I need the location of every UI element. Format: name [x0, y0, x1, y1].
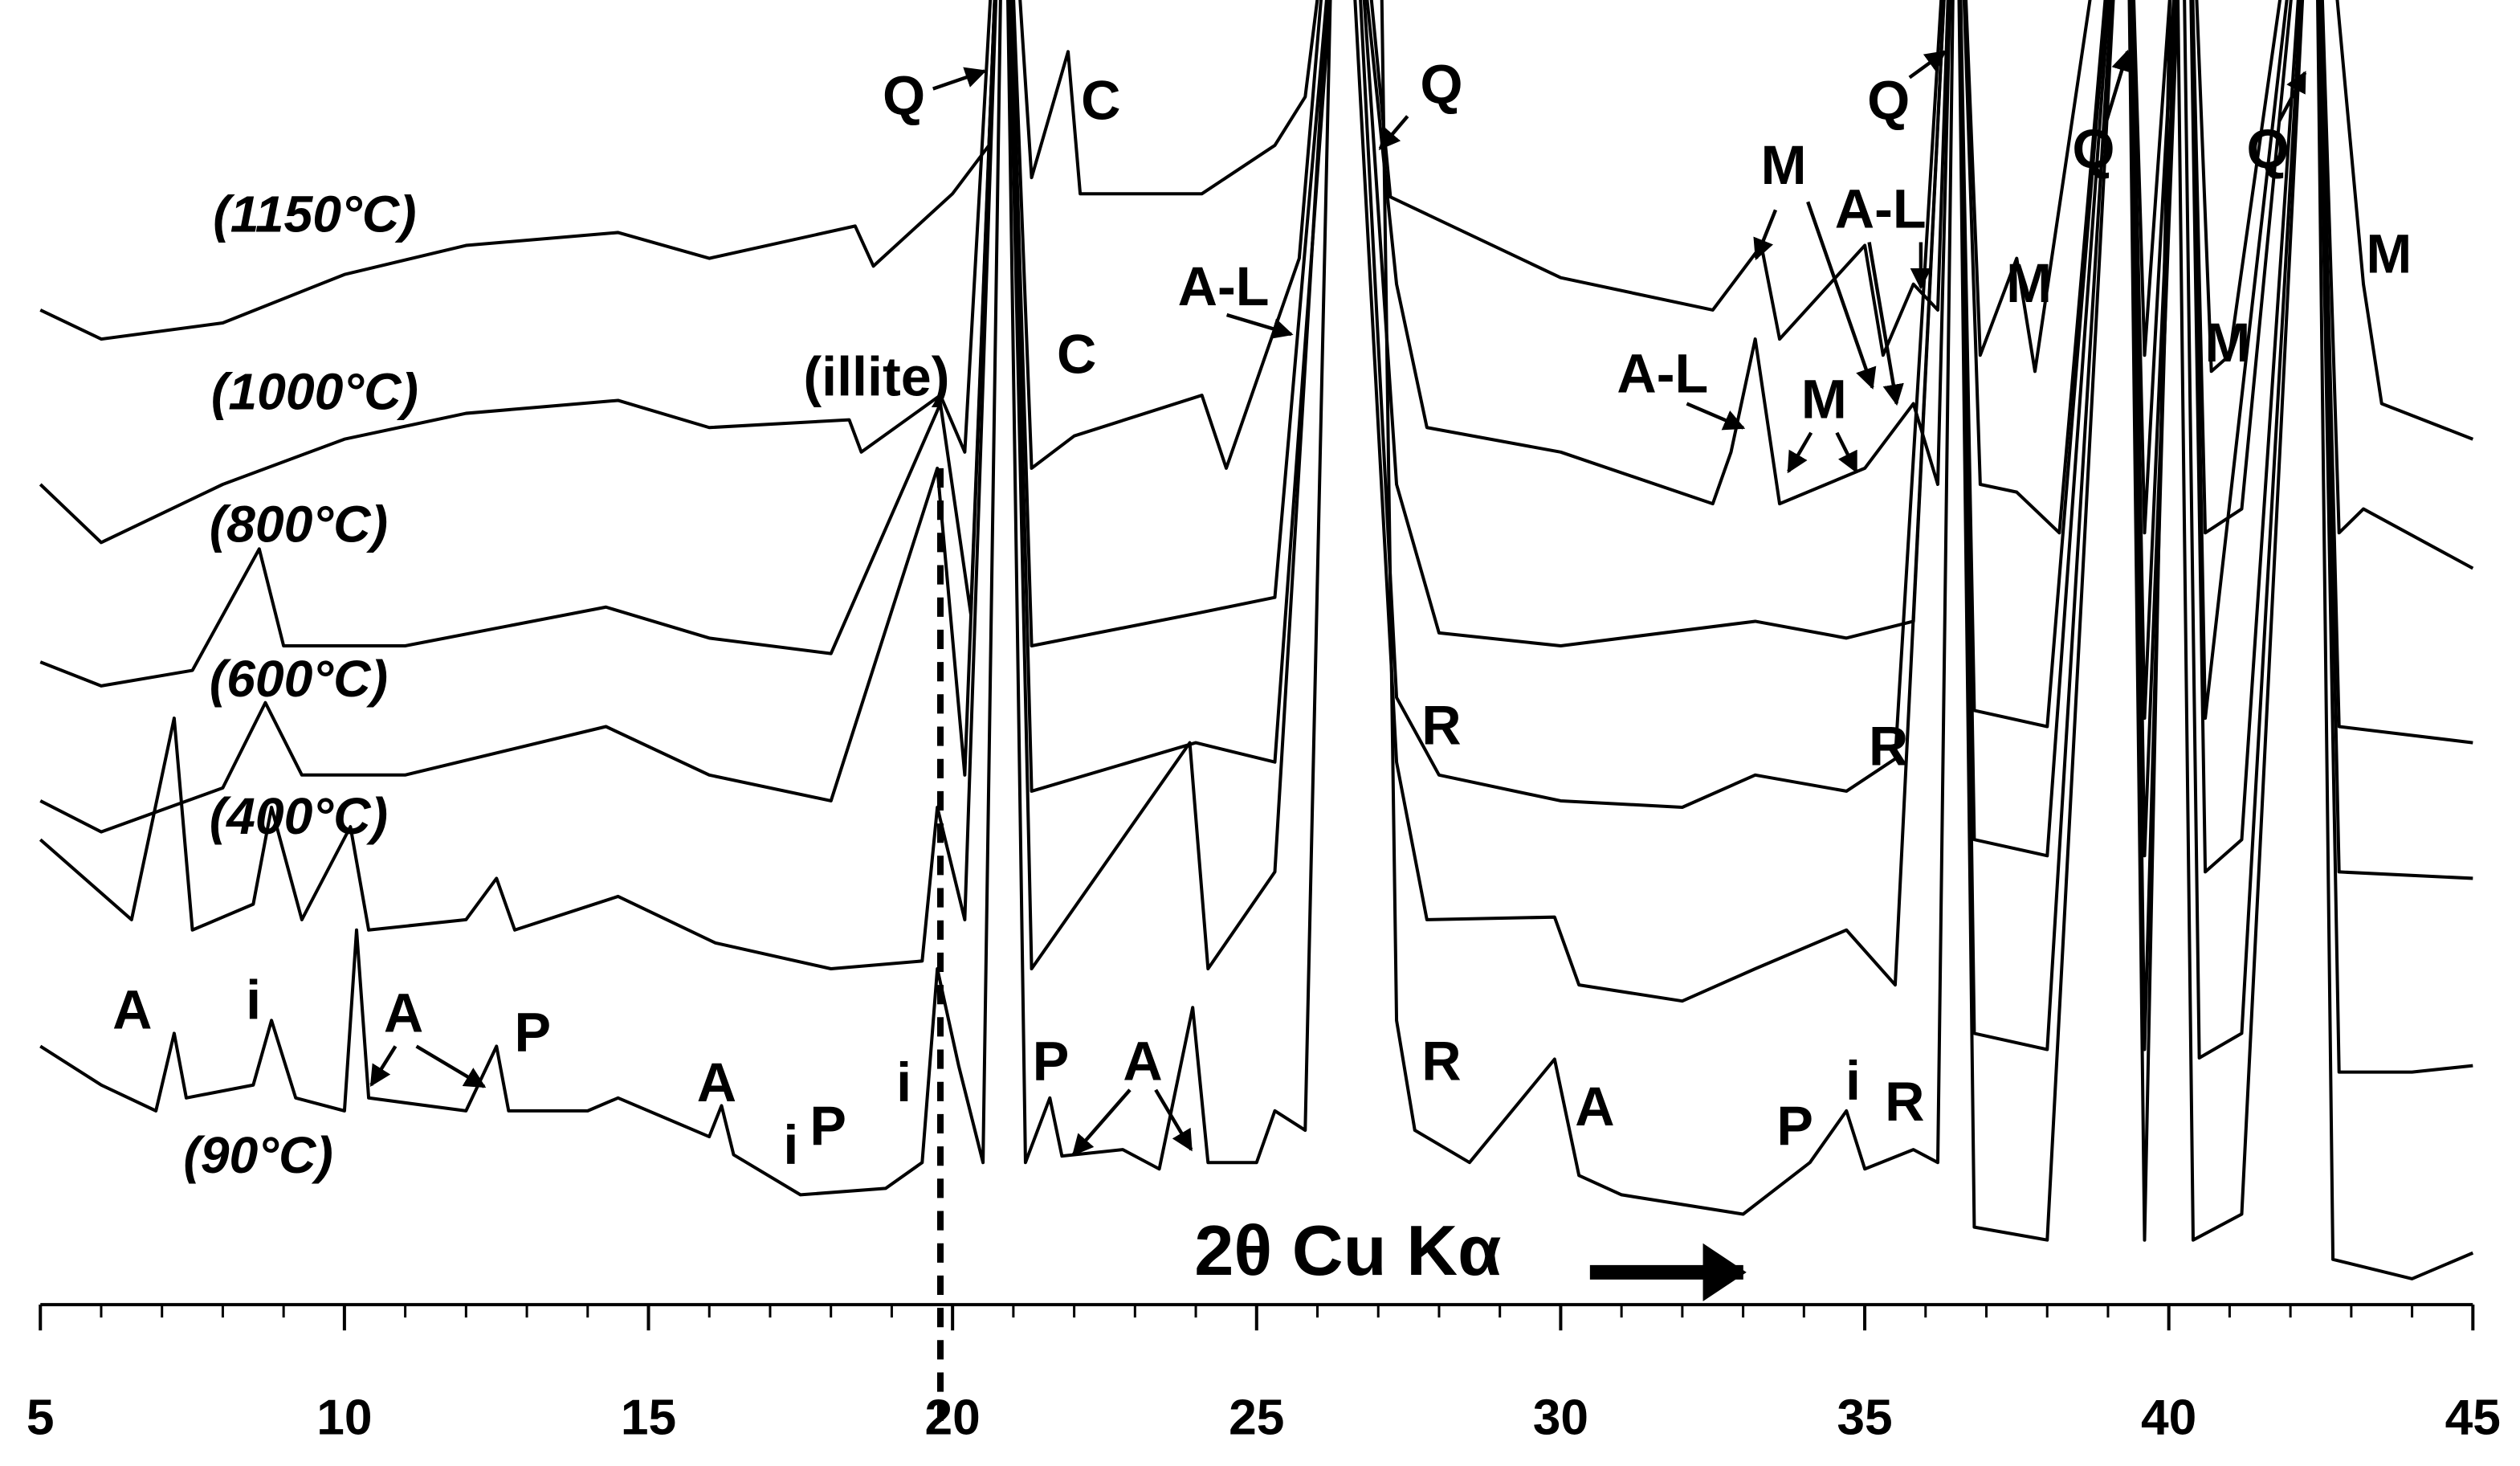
annotation-arrow	[1154, 1088, 1193, 1152]
annotation-arrow	[1225, 312, 1294, 339]
annotation-arrow	[415, 1044, 487, 1088]
traces	[39, 0, 2474, 1280]
x-tick-label: 30	[1533, 1390, 1588, 1445]
annotation: A	[384, 982, 423, 1043]
annotation: A-L	[1617, 343, 1708, 404]
annotation: C	[1057, 324, 1096, 385]
annotation-arrow	[1686, 402, 1746, 431]
annotation-arrow	[2104, 49, 2132, 122]
annotation: M	[1761, 135, 1807, 196]
annotation: A	[1123, 1031, 1162, 1092]
plot: 2θ Cu Kα 5 10 15 20 25 30 35 40 45 (90°C) (400°C) (…	[27, 0, 2501, 1445]
series-label: (90°C)	[183, 1126, 333, 1184]
series-label: (1000°C)	[211, 362, 418, 420]
annotation: Q	[2072, 119, 2114, 180]
annotation-arrow	[1835, 431, 1858, 474]
annotation: i	[783, 1115, 798, 1176]
annotation: R	[1421, 1031, 1461, 1092]
annotation-arrow	[1787, 431, 1813, 474]
annotation: M	[2204, 312, 2250, 374]
x-axis-label: 2θ Cu Kα	[1194, 1211, 1501, 1290]
annotation: A-L	[1178, 256, 1270, 317]
annotation: M	[2366, 224, 2412, 285]
x-tick-label: 10	[316, 1390, 372, 1445]
x-tick-label: 25	[1229, 1390, 1284, 1445]
series-label: (1150°C)	[213, 185, 416, 243]
annotation: M	[1801, 370, 1847, 431]
annotation: M	[2006, 253, 2052, 314]
annotation: A	[697, 1052, 736, 1113]
annotation: Q	[2246, 119, 2289, 180]
xrd-trace	[39, 0, 2474, 441]
x-tick-label: 40	[2141, 1390, 2196, 1445]
annotation: Q	[883, 66, 925, 127]
series-label: (400°C)	[210, 787, 388, 845]
annotation: R	[1885, 1072, 1924, 1133]
x-tick-label: 15	[621, 1390, 676, 1445]
annotation: i	[246, 970, 261, 1031]
annotation: Q	[1420, 55, 1462, 116]
annotation-arrow	[1867, 242, 1904, 406]
annotation: Q	[1867, 71, 1910, 132]
series-label: (800°C)	[210, 495, 388, 553]
xrd-trace	[39, 0, 2473, 745]
annotation-arrow	[932, 67, 987, 91]
annotation: P	[1776, 1096, 1813, 1157]
annotation: P	[809, 1096, 846, 1157]
annotation: i	[896, 1052, 911, 1113]
annotation: (illite)	[803, 346, 949, 407]
annotation: A	[1575, 1076, 1614, 1137]
annotation: R	[1869, 717, 1908, 778]
annotation-arrow	[2277, 71, 2307, 122]
x-tick-label: 35	[1837, 1390, 1892, 1445]
x-tick-label: 20	[925, 1390, 981, 1445]
annotation: A	[112, 979, 152, 1040]
xrd-trace	[39, 0, 2473, 1074]
annotation: R	[1421, 696, 1461, 757]
annotation-arrow	[1806, 201, 1877, 390]
annotation-arrow	[1753, 209, 1778, 261]
x-tick-label: 45	[2445, 1390, 2501, 1445]
annotation-arrow	[1071, 1088, 1132, 1157]
xrd-trace	[39, 0, 2474, 570]
annotation: P	[515, 1002, 552, 1063]
annotation-arrow	[1378, 115, 1409, 150]
x-tick-label: 5	[27, 1390, 55, 1445]
annotation: A-L	[1835, 178, 1927, 239]
xrd-trace	[39, 0, 2474, 1280]
xrd-trace	[39, 0, 2473, 880]
series-label: (600°C)	[210, 650, 388, 708]
x-direction-arrowhead	[1702, 1243, 1747, 1302]
annotation-arrow	[1908, 50, 1947, 80]
annotation: C	[1081, 71, 1120, 132]
annotation: i	[1845, 1051, 1861, 1112]
annotation: P	[1033, 1031, 1070, 1092]
annotation-arrow	[369, 1045, 398, 1087]
